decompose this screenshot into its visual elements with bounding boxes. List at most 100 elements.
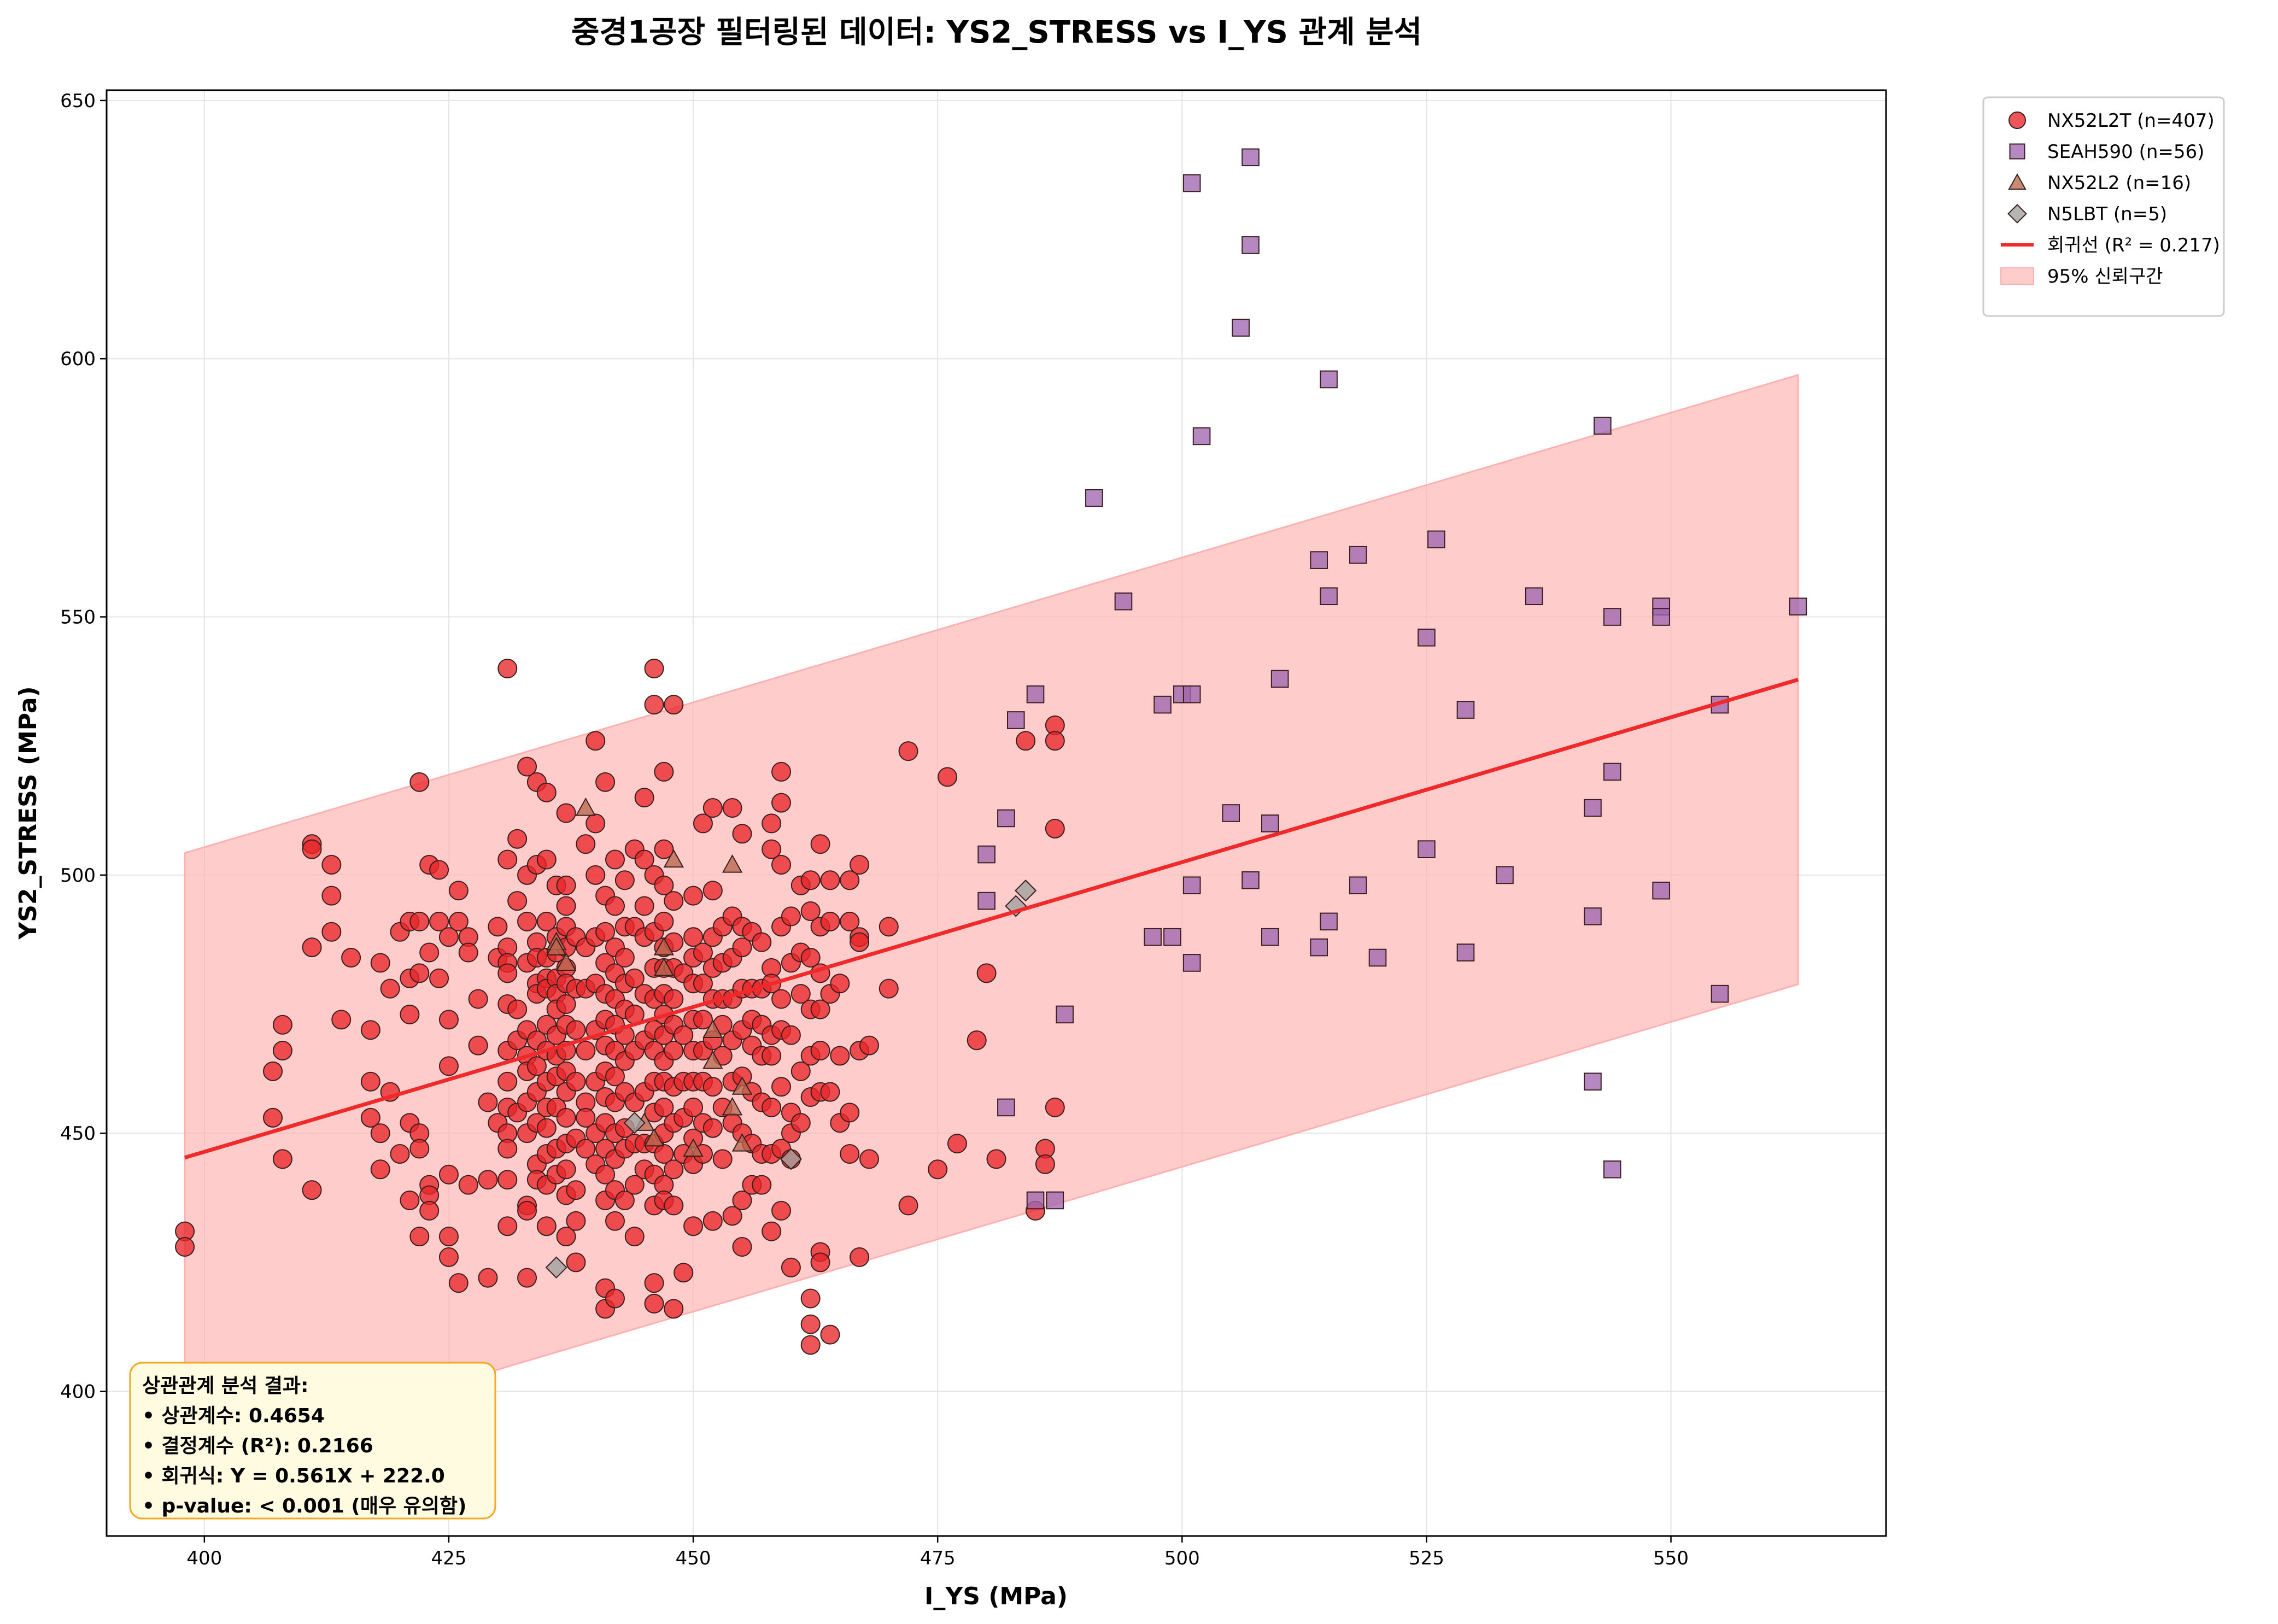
- data-point: [1418, 840, 1436, 858]
- plot-frame: [106, 89, 1887, 1537]
- data-point: [429, 968, 449, 988]
- data-point: [1045, 818, 1065, 839]
- legend-label-band: 95% 신뢰구간: [2047, 266, 2163, 288]
- data-point: [850, 932, 870, 952]
- series-seah590: [977, 148, 1807, 1210]
- data-point: [644, 695, 664, 715]
- data-point: [497, 1170, 518, 1190]
- data-point: [1222, 804, 1240, 822]
- data-point: [576, 1107, 596, 1128]
- data-point: [702, 1077, 723, 1097]
- data-point: [497, 1139, 518, 1159]
- data-point: [1045, 731, 1065, 751]
- data-point: [1603, 608, 1621, 626]
- data-point: [674, 1025, 694, 1045]
- data-point: [331, 1010, 352, 1030]
- data-point: [928, 1159, 948, 1180]
- legend-entries: NX52L2T (n=407) SEAH590 (n=56) NX52L2 (n=1…: [2000, 110, 2220, 288]
- data-point: [1320, 587, 1338, 606]
- data-point: [644, 1293, 664, 1314]
- data-point: [1144, 928, 1162, 946]
- data-point: [438, 1164, 459, 1185]
- y-axis-title: YS2_STRESS (MPa): [14, 686, 42, 940]
- data-point: [693, 813, 713, 834]
- data-point: [771, 1200, 792, 1221]
- data-point: [605, 896, 625, 916]
- data-point: [623, 1112, 646, 1134]
- data-point: [702, 881, 723, 901]
- chart-title: 중경1공장 필터링된 데이터: YS2_STRESS vs I_YS 관계 분석: [571, 15, 1422, 50]
- data-point: [497, 849, 518, 870]
- data-point: [448, 1273, 469, 1293]
- data-point: [1232, 319, 1250, 337]
- data-point: [409, 1139, 430, 1159]
- data-point: [1261, 928, 1279, 946]
- stats-line-correlation: • 상관계수: 0.4654: [142, 1405, 325, 1427]
- data-point: [438, 1227, 459, 1247]
- data-point: [653, 937, 675, 955]
- legend-marker-band: [2000, 267, 2034, 285]
- data-point: [722, 854, 743, 873]
- data-point: [1163, 928, 1181, 946]
- data-point: [341, 948, 361, 968]
- data-point: [438, 1247, 459, 1267]
- data-point: [702, 1211, 723, 1231]
- data-point: [272, 1015, 292, 1035]
- data-point: [370, 953, 390, 973]
- data-point: [360, 1107, 380, 1128]
- data-point: [967, 1030, 987, 1051]
- data-point: [517, 1200, 537, 1221]
- data-point: [1320, 912, 1338, 931]
- data-point: [722, 1206, 742, 1226]
- data-point: [478, 1268, 498, 1288]
- data-point: [947, 1134, 967, 1154]
- data-point: [664, 1159, 684, 1180]
- legend-label-n5lbt: N5LBT (n=5): [2047, 203, 2167, 225]
- data-point: [1192, 427, 1211, 445]
- data-point: [898, 741, 918, 761]
- data-point: [1584, 907, 1602, 925]
- data-point: [321, 886, 342, 906]
- data-point: [429, 860, 449, 880]
- data-point: [790, 1061, 811, 1081]
- data-point: [1603, 1160, 1621, 1179]
- data-point: [800, 1335, 821, 1355]
- data-point: [1427, 530, 1445, 549]
- x-tick-label: 425: [431, 1547, 467, 1569]
- data-point: [732, 1237, 752, 1257]
- data-point: [536, 1118, 557, 1138]
- data-point: [1085, 489, 1103, 507]
- x-tick-label: 500: [1164, 1547, 1200, 1569]
- data-point: [800, 1314, 821, 1334]
- data-point: [624, 1227, 645, 1247]
- data-point: [976, 963, 997, 983]
- data-point: [556, 1159, 576, 1180]
- data-point: [263, 1107, 283, 1128]
- data-point: [683, 1097, 704, 1117]
- data-point: [409, 1227, 430, 1247]
- data-point: [576, 1041, 596, 1061]
- data-point: [683, 886, 704, 906]
- data-point: [1310, 938, 1328, 957]
- data-point: [986, 1149, 1006, 1169]
- data-point: [507, 999, 528, 1019]
- data-point: [800, 870, 821, 890]
- data-point: [380, 978, 400, 999]
- data-point: [566, 1020, 586, 1040]
- data-point: [478, 1092, 498, 1112]
- data-point: [938, 767, 958, 787]
- data-point: [448, 911, 469, 931]
- data-point: [556, 994, 576, 1015]
- data-point: [644, 1273, 664, 1293]
- data-point: [614, 870, 635, 890]
- data-point: [879, 917, 899, 937]
- data-point: [175, 1237, 195, 1257]
- data-point: [585, 731, 606, 751]
- data-point: [438, 1056, 459, 1076]
- data-point: [780, 1148, 803, 1170]
- data-point: [419, 942, 440, 963]
- data-point: [702, 1050, 723, 1069]
- data-point: [458, 942, 478, 963]
- x-tick-label: 550: [1653, 1547, 1689, 1569]
